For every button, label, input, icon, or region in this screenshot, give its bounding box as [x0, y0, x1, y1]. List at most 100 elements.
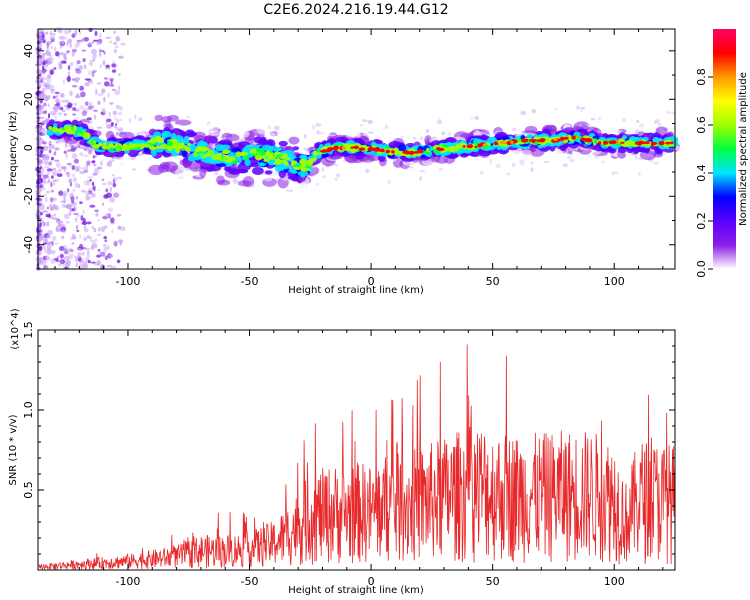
noise-speckle [76, 248, 81, 251]
noise-speckle [43, 260, 48, 263]
spectrogram-y-ticks: -40 -20 0 20 40 [22, 44, 675, 270]
spectral-blob [380, 148, 385, 152]
noise-speckle [622, 117, 626, 122]
noise-speckle [569, 159, 575, 162]
spectral-blob [370, 147, 377, 151]
noise-speckle [48, 213, 51, 218]
noise-speckle [75, 64, 79, 67]
spectral-blob [258, 162, 265, 167]
spectral-blob [207, 174, 218, 182]
noise-speckle [93, 228, 97, 233]
noise-speckle [96, 41, 101, 45]
noise-speckle [46, 221, 50, 227]
noise-speckle [107, 180, 110, 186]
noise-speckle [71, 165, 76, 171]
colorbar-gradient [713, 29, 736, 269]
noise-speckle [41, 233, 44, 237]
spectral-blob [51, 126, 58, 133]
noise-speckle [55, 162, 61, 168]
noise-speckle [636, 119, 640, 124]
noise-speckle [116, 214, 122, 217]
noise-speckle [54, 242, 59, 245]
noise-speckle [657, 123, 662, 126]
noise-speckle [71, 173, 76, 178]
spectral-blob [91, 144, 101, 149]
noise-speckle [359, 124, 364, 127]
noise-speckle [56, 256, 59, 262]
noise-speckle [40, 138, 44, 141]
spectrogram-x-ticks: -100 -50 0 50 100 [54, 29, 664, 288]
noise-speckle [74, 255, 77, 258]
noise-speckle [40, 178, 43, 184]
noise-speckle [317, 123, 322, 127]
noise-speckle [52, 170, 58, 176]
noise-speckle [91, 69, 97, 73]
noise-speckle [73, 102, 78, 106]
noise-speckle [66, 76, 71, 82]
noise-speckle [105, 213, 111, 218]
noise-speckle [93, 39, 99, 42]
noise-speckle [438, 118, 442, 124]
spectral-blob [55, 115, 64, 123]
spectrogram-frame [37, 28, 676, 270]
noise-speckle [59, 253, 64, 259]
noise-speckle [37, 217, 43, 220]
noise-speckle [74, 165, 79, 172]
noise-speckle [46, 168, 53, 172]
noise-speckle [86, 235, 91, 239]
noise-speckle [67, 102, 73, 109]
snr-y-tick-label: 1.0 [22, 401, 35, 419]
spectral-blob [215, 144, 225, 152]
noise-speckle [95, 87, 98, 92]
noise-speckle [106, 118, 112, 123]
noise-speckle [55, 51, 60, 57]
noise-speckle [76, 60, 81, 65]
noise-speckle [93, 163, 97, 167]
spectral-blob [77, 130, 84, 134]
noise-speckle [93, 186, 96, 192]
snr-series-line [37, 344, 676, 571]
noise-speckle [102, 182, 107, 186]
noise-speckle [42, 110, 47, 115]
noise-speckle [520, 163, 525, 166]
noise-speckle [47, 146, 50, 150]
noise-speckle [39, 222, 42, 228]
noise-speckle [42, 176, 48, 179]
noise-speckle [319, 132, 326, 135]
noise-speckle [85, 247, 91, 251]
noise-speckle [470, 116, 474, 120]
noise-speckle [63, 197, 67, 204]
noise-speckle [315, 182, 320, 186]
spectral-blob [268, 152, 273, 157]
noise-speckle [48, 161, 52, 166]
noise-speckle [91, 160, 96, 164]
spectral-blob [332, 147, 339, 150]
noise-speckle [75, 196, 79, 200]
noise-speckle [72, 85, 78, 88]
noise-speckle [88, 61, 94, 66]
noise-speckle [61, 223, 65, 228]
noise-speckle [38, 211, 41, 215]
noise-speckle [102, 202, 105, 206]
chart-title: C2E6.2024.216.19.44.G12 [263, 2, 448, 18]
snr-x-tick-label: 50 [486, 575, 500, 588]
noise-speckle [109, 254, 114, 258]
noise-speckle [102, 243, 107, 247]
snr-x-tick-label: 100 [604, 575, 625, 588]
noise-speckle [85, 195, 90, 201]
noise-speckle [85, 257, 90, 261]
noise-speckle [63, 248, 69, 254]
noise-speckle [52, 168, 57, 171]
noise-speckle [42, 222, 46, 228]
noise-speckle [59, 52, 65, 56]
noise-speckle [94, 209, 99, 212]
noise-speckle [76, 224, 79, 231]
noise-speckle [43, 222, 46, 227]
noise-speckle [80, 215, 84, 221]
noise-speckle [362, 119, 368, 123]
noise-speckle [91, 244, 95, 250]
noise-speckle [44, 196, 48, 203]
noise-speckle [40, 187, 46, 191]
spectral-blob [391, 150, 395, 154]
noise-speckle [54, 91, 60, 94]
